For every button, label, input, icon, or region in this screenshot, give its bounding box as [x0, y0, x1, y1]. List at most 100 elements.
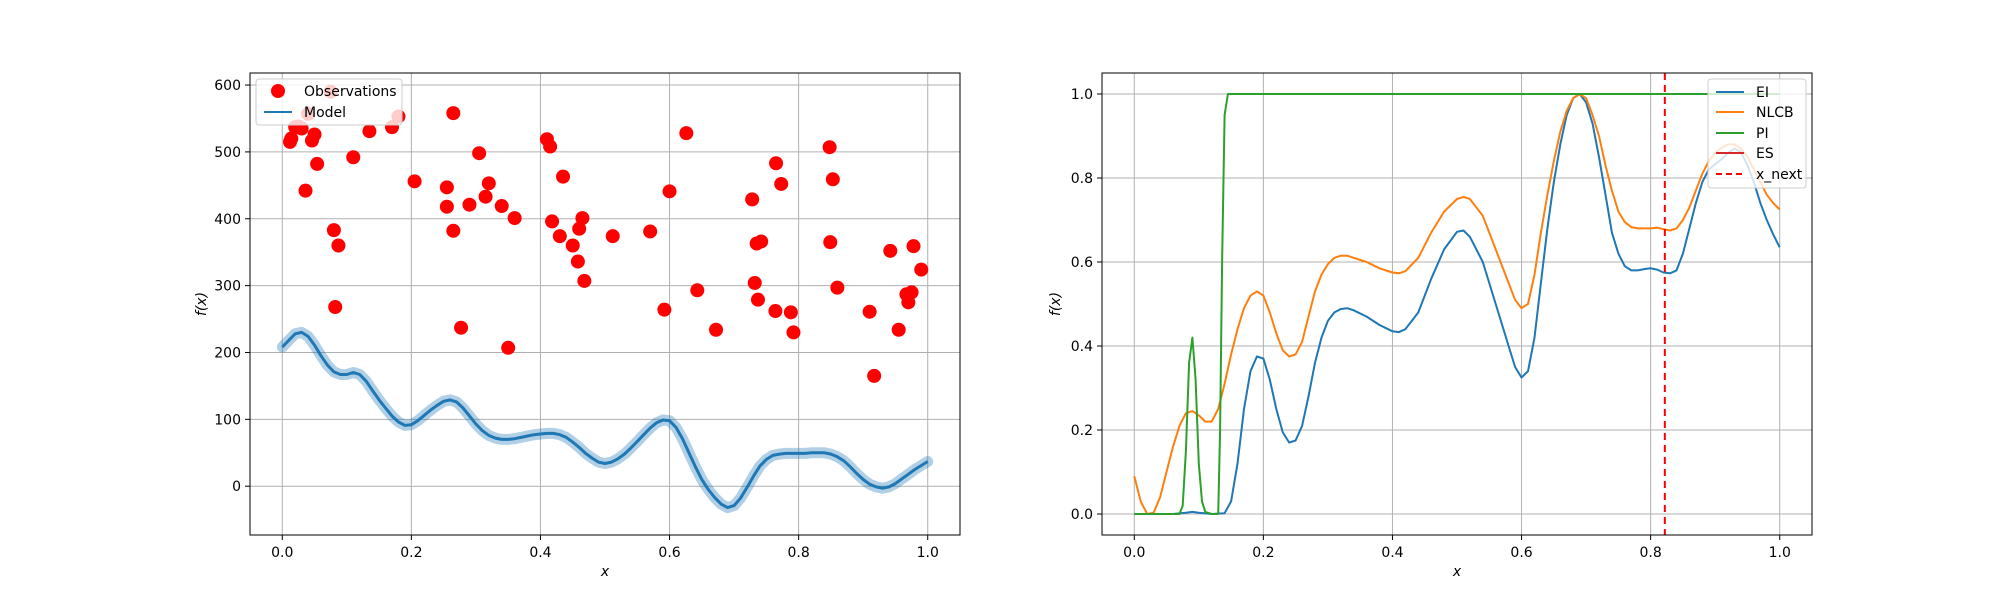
ei-line: [1134, 93, 1781, 515]
observation-point: [823, 235, 838, 250]
right-xlabel: x: [1452, 564, 1462, 580]
observation-point: [556, 169, 571, 184]
observation-point: [326, 223, 341, 238]
observation-point: [867, 368, 882, 383]
observation-point: [572, 221, 587, 236]
left-plot-area: [276, 84, 934, 514]
left-ytick-label: 0: [232, 479, 241, 495]
legend-observations-label: Observations: [304, 84, 397, 100]
left-xtick-label: 0.8: [788, 545, 810, 561]
observation-point: [298, 183, 313, 198]
left-axes-frame: [249, 72, 961, 536]
observation-point: [543, 139, 558, 154]
observation-point: [439, 180, 454, 195]
right-ytick-label: 0.0: [1071, 507, 1093, 523]
observation-point: [507, 211, 522, 226]
observation-point: [284, 131, 299, 146]
observation-point: [830, 280, 845, 295]
right-xtick-label: 0.4: [1381, 545, 1403, 561]
observation-point: [783, 305, 798, 320]
observation-point: [904, 285, 919, 300]
model-line: [281, 330, 929, 510]
left-legend-box: [255, 78, 403, 126]
right-xtick-label: 1.0: [1769, 545, 1791, 561]
right-chart: 0.0 0.2 0.4 0.6 0.8 1.0 0.0 0.2 0.4 0.6 0.8 1.0 x f…: [1048, 72, 1813, 580]
observation-point: [362, 124, 377, 139]
observation-point: [446, 106, 461, 121]
legend-pi-label: PI: [1756, 126, 1769, 142]
observation-point: [906, 239, 921, 254]
observation-point: [754, 234, 769, 249]
observation-point: [679, 126, 694, 141]
legend-nlcb-label: NLCB: [1756, 105, 1794, 121]
pi-line: [1134, 93, 1780, 515]
observation-point: [478, 189, 493, 204]
left-ytick-label: 100: [214, 412, 241, 428]
observation-point: [662, 184, 677, 199]
right-ylabel: f(x): [1048, 292, 1064, 316]
observation-point: [310, 156, 325, 171]
right-plot-area: [1133, 73, 1781, 535]
right-ticks: 0.0 0.2 0.4 0.6 0.8 1.0 0.0 0.2 0.4 0.6 0.8 1.0: [1071, 87, 1791, 561]
observation-point: [643, 224, 658, 239]
observation-point: [750, 292, 765, 307]
left-xtick-label: 0.4: [529, 545, 551, 561]
observation-point: [883, 243, 898, 258]
left-ytick-label: 300: [214, 279, 241, 295]
left-ticks: 0.0 0.2 0.4 0.6 0.8 1.0 0 100 200 300 400 500 600: [214, 78, 939, 561]
legend-observations-marker: [271, 84, 285, 98]
right-ytick-label: 0.2: [1071, 423, 1093, 439]
observation-point: [501, 340, 516, 355]
observation-point: [768, 304, 783, 319]
observation-point: [769, 156, 784, 171]
observation-point: [862, 304, 877, 319]
right-ytick-label: 0.6: [1071, 255, 1093, 271]
right-xtick-label: 0.8: [1640, 545, 1662, 561]
observation-point: [709, 322, 724, 337]
observation-point: [745, 192, 760, 207]
left-ytick-label: 500: [214, 145, 241, 161]
left-ytick-label: 600: [214, 78, 241, 94]
observation-point: [774, 176, 789, 191]
observation-point: [307, 127, 322, 142]
right-legend-box: [1707, 78, 1807, 189]
left-xtick-label: 0.6: [658, 545, 680, 561]
legend-model-label: Model: [304, 105, 346, 121]
right-xtick-label: 0.2: [1252, 545, 1274, 561]
left-ytick-label: 400: [214, 212, 241, 228]
observation-point: [747, 275, 762, 290]
observation-point: [481, 176, 496, 191]
observation-point: [446, 223, 461, 238]
right-ytick-label: 0.8: [1071, 171, 1093, 187]
observation-point: [822, 140, 837, 155]
observation-point: [407, 174, 422, 189]
left-xlabel: x: [600, 564, 610, 580]
right-ytick-label: 1.0: [1071, 87, 1093, 103]
observation-point: [346, 150, 361, 165]
right-xtick-label: 0.0: [1123, 545, 1145, 561]
observation-point: [545, 214, 560, 229]
left-xtick-label: 0.0: [271, 545, 293, 561]
right-ytick-label: 0.4: [1071, 339, 1093, 355]
right-xtick-label: 0.6: [1510, 545, 1532, 561]
observation-point: [565, 238, 580, 253]
observation-point: [891, 322, 906, 337]
observation-point: [328, 300, 343, 315]
legend-es-label: ES: [1756, 146, 1774, 162]
left-ylabel: f(x): [194, 292, 210, 316]
right-axes-frame: [1101, 72, 1813, 536]
observation-point: [570, 254, 585, 269]
observation-point: [914, 262, 929, 277]
observation-point: [825, 172, 840, 187]
observation-point: [552, 229, 567, 244]
observation-point: [494, 199, 509, 214]
legend-xnext-label: x_next: [1756, 167, 1803, 183]
nlcb-line: [1133, 93, 1781, 515]
legend-ei-label: EI: [1756, 85, 1769, 101]
observation-point: [657, 302, 672, 317]
observation-point: [472, 146, 487, 161]
observation-point: [454, 320, 469, 335]
observation-point: [462, 197, 477, 212]
